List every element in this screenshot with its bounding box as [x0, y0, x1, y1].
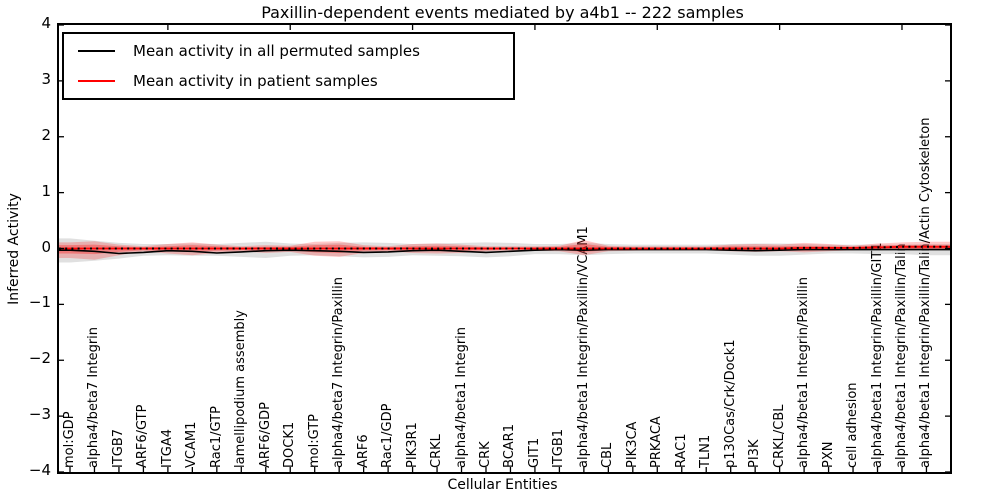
y-tick-label: 1 — [41, 181, 51, 200]
y-tick-label: 0 — [41, 237, 51, 256]
y-tick-label: −3 — [28, 405, 51, 424]
legend-box: Mean activity in all permuted samples Me… — [62, 32, 515, 100]
chart-canvas — [59, 25, 950, 472]
legend-label: Mean activity in patient samples — [133, 72, 378, 90]
legend-line-sample-red — [78, 80, 115, 82]
plot-area: mol:GDP alpha4/beta7 Integrin ITGB7 ARF6/GT… — [57, 23, 952, 474]
line-patient-mean-dotted-markers — [59, 245, 950, 250]
legend-line-sample-black — [78, 50, 115, 52]
chart-title: Paxillin-dependent events mediated by a4… — [261, 3, 744, 22]
band-permuted-samples-range — [59, 238, 950, 263]
y-tick-label: 2 — [41, 125, 51, 144]
y-tick-label: 4 — [41, 14, 51, 32]
y-tick-label: −2 — [28, 349, 51, 368]
y-tick-label: −4 — [28, 461, 51, 479]
tick-marks — [59, 25, 950, 472]
legend-item-permuted: Mean activity in all permuted samples — [64, 36, 513, 66]
line-mean-activity-in-all-permuted-samples — [59, 248, 950, 255]
y-tick-label: −1 — [28, 293, 51, 312]
band-patient-samples-range-outer — [59, 240, 950, 260]
y-tick-label: 3 — [41, 69, 51, 88]
legend-label: Mean activity in all permuted samples — [133, 42, 420, 60]
legend-item-patient: Mean activity in patient samples — [64, 66, 513, 96]
x-axis-label: Cellular Entities — [447, 477, 558, 493]
